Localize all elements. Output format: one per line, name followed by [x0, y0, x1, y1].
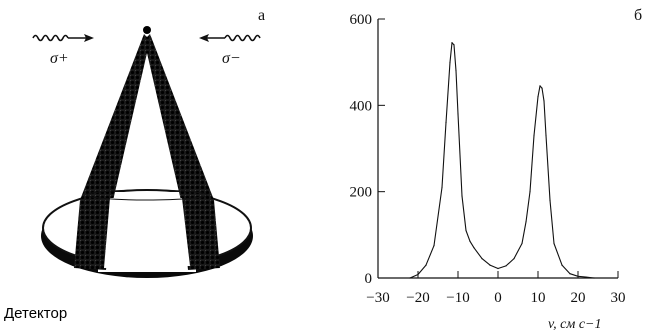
data-point — [505, 265, 507, 267]
series-line-0 — [409, 42, 595, 279]
chart-ticks: −30 −20 −10 0 10 20 30 0 200 400 600 — [350, 12, 626, 306]
data-point — [451, 42, 453, 44]
data-point — [425, 264, 427, 266]
atom-beam-left — [74, 34, 150, 270]
data-point — [545, 134, 547, 137]
panel-a: а σ+ σ− Детектор — [4, 7, 265, 322]
y-tick-label: 400 — [350, 98, 373, 114]
sigma-plus-label: σ+ — [50, 50, 69, 67]
velocity-distribution-chart: б −30 −20 −10 0 10 20 30 0 200 400 600 v, см с−1 — [350, 7, 643, 332]
y-tick-label: 0 — [365, 271, 373, 287]
detector-label: Детектор — [4, 305, 67, 322]
data-point — [521, 242, 523, 245]
x-tick-label: −10 — [446, 290, 469, 306]
data-point — [513, 258, 515, 260]
data-point — [473, 247, 475, 249]
data-point — [461, 195, 463, 197]
data-point — [469, 240, 471, 242]
data-point — [457, 113, 459, 115]
data-point — [537, 96, 539, 98]
x-tick-label: −30 — [366, 290, 389, 306]
x-axis-label: v, см с−1 — [548, 317, 601, 332]
data-point — [497, 267, 499, 270]
data-point — [445, 122, 447, 124]
atom-source-icon — [143, 26, 151, 34]
data-point — [543, 100, 545, 102]
data-point — [455, 70, 457, 72]
y-tick-label: 200 — [350, 185, 373, 201]
sigma-minus-label: σ− — [222, 50, 241, 67]
data-point — [593, 277, 595, 279]
data-point — [525, 221, 527, 223]
data-point — [465, 229, 467, 232]
y-tick-label: 600 — [350, 12, 373, 28]
atom-beam-right — [144, 34, 220, 270]
chart-series — [409, 42, 595, 279]
data-point — [541, 87, 543, 89]
data-point — [449, 61, 451, 63]
data-point — [417, 273, 419, 276]
data-point — [533, 134, 535, 137]
panel-b-label: б — [634, 7, 642, 24]
data-point — [585, 276, 587, 278]
data-point — [539, 85, 541, 87]
data-point — [489, 264, 491, 266]
data-point — [409, 277, 411, 279]
x-tick-label: 30 — [611, 290, 626, 306]
x-tick-label: −20 — [406, 290, 429, 306]
wavy-arrow-left-icon — [32, 34, 94, 42]
data-point — [561, 264, 563, 266]
data-point — [549, 199, 551, 201]
data-point — [577, 275, 579, 277]
data-point — [441, 186, 443, 188]
x-tick-label: 20 — [571, 290, 586, 306]
panel-a-label: а — [258, 7, 265, 24]
x-tick-label: 10 — [531, 290, 546, 306]
data-point — [481, 258, 483, 260]
data-point — [433, 245, 435, 247]
chart-axes — [377, 19, 618, 279]
data-point — [453, 44, 455, 46]
data-point — [569, 273, 571, 275]
data-point — [529, 191, 531, 193]
x-tick-label: 0 — [494, 290, 502, 306]
wavy-arrow-right-icon — [199, 34, 261, 42]
data-point — [553, 242, 555, 245]
